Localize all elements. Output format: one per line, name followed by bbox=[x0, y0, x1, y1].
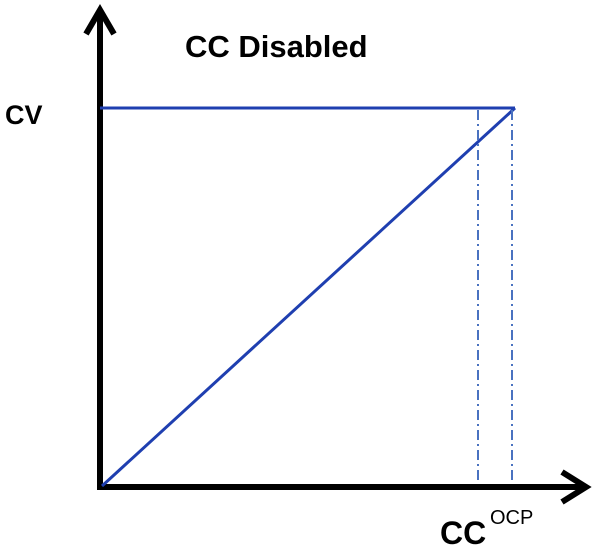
y-label: CV bbox=[5, 100, 43, 130]
x-label: CC bbox=[440, 515, 486, 550]
title: CC Disabled bbox=[185, 29, 368, 64]
x-label-superscript: OCP bbox=[490, 507, 533, 529]
load-line bbox=[100, 106, 517, 488]
x-axis-arrow bbox=[560, 469, 592, 505]
y-axis-arrow bbox=[83, 4, 117, 36]
